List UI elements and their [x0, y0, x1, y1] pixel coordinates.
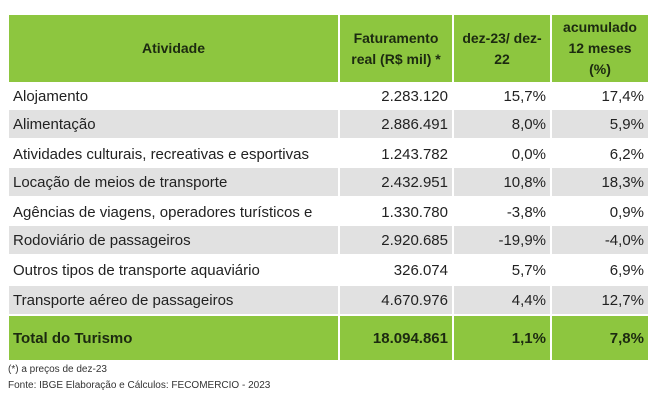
footnote: (*) a preços de dez-23 [8, 364, 107, 375]
cell-acum: 18,3% [552, 168, 648, 196]
cell-faturamento: 1.330.780 [381, 203, 448, 221]
table-row: Transporte aéreo de passageiros 4.670.976… [9, 286, 648, 314]
cell-atividade: Transporte aéreo de passageiros [9, 286, 338, 314]
cell-faturamento: 2.432.951 [340, 168, 452, 196]
cell-faturamento: 18.094.861 [340, 316, 452, 360]
cell-acum: 7,8% [552, 316, 648, 360]
cell-dez: 1,1% [454, 316, 550, 360]
cell-faturamento: 326.074 [393, 261, 448, 279]
cell-dez: -3,8% [506, 203, 546, 221]
table-row: Alimentação 2.886.491 8,0% 5,9% [9, 110, 648, 138]
cell-atividade: Atividades culturais, recreativas e espo… [13, 145, 309, 163]
tourism-revenue-table: Atividade Faturamento real (R$ mil) * de… [7, 15, 650, 360]
cell-acum: 0,9% [609, 203, 644, 221]
table-row: Agências de viagens, operadores turístic… [9, 198, 648, 226]
header-row: Atividade Faturamento real (R$ mil) * de… [9, 15, 648, 82]
cell-atividade: Outros tipos de transporte aquaviário [13, 261, 260, 279]
cell-acum: 17,4% [601, 87, 644, 105]
header-atividade: Atividade [9, 15, 338, 82]
cell-faturamento: 4.670.976 [340, 286, 452, 314]
cell-atividade: Agências de viagens, operadores turístic… [13, 203, 313, 221]
total-row: Total do Turismo 18.094.861 1,1% 7,8% [9, 316, 648, 360]
source-note: Fonte: IBGE Elaboração e Cálculos: FECOM… [8, 380, 271, 391]
table-row: Outros tipos de transporte aquaviário 326… [9, 256, 648, 284]
cell-atividade: Rodoviário de passageiros [9, 226, 338, 254]
header-acumulado: acumulado 12 meses (%) [552, 15, 648, 82]
cell-faturamento: 2.283.120 [381, 87, 448, 105]
header-faturamento: Faturamento real (R$ mil) * [340, 15, 452, 82]
cell-acum: 6,9% [609, 261, 644, 279]
cell-faturamento: 1.243.782 [381, 145, 448, 163]
cell-acum: 6,2% [609, 145, 644, 163]
cell-acum: -4,0% [552, 226, 648, 254]
table-row: Locação de meios de transporte 2.432.951 1… [9, 168, 648, 196]
cell-dez: -19,9% [454, 226, 550, 254]
cell-dez: 8,0% [454, 110, 550, 138]
cell-faturamento: 2.920.685 [340, 226, 452, 254]
cell-dez: 5,7% [511, 261, 546, 279]
table-row: Atividades culturais, recreativas e espo… [9, 140, 648, 168]
cell-faturamento: 2.886.491 [340, 110, 452, 138]
cell-dez: 4,4% [454, 286, 550, 314]
cell-dez: 10,8% [454, 168, 550, 196]
cell-atividade: Alojamento [13, 87, 89, 105]
cell-atividade: Total do Turismo [9, 316, 338, 360]
table-row: Alojamento 2.283.120 15,7% 17,4% [9, 82, 648, 110]
cell-acum: 5,9% [552, 110, 648, 138]
cell-atividade: Alimentação [9, 110, 338, 138]
cell-acum: 12,7% [552, 286, 648, 314]
cell-dez: 0,0% [511, 145, 546, 163]
cell-atividade: Locação de meios de transporte [9, 168, 338, 196]
cell-dez: 15,7% [503, 87, 546, 105]
table-row: Rodoviário de passageiros 2.920.685 -19,9%… [9, 226, 648, 254]
header-dez: dez-23/ dez-22 [454, 15, 550, 82]
